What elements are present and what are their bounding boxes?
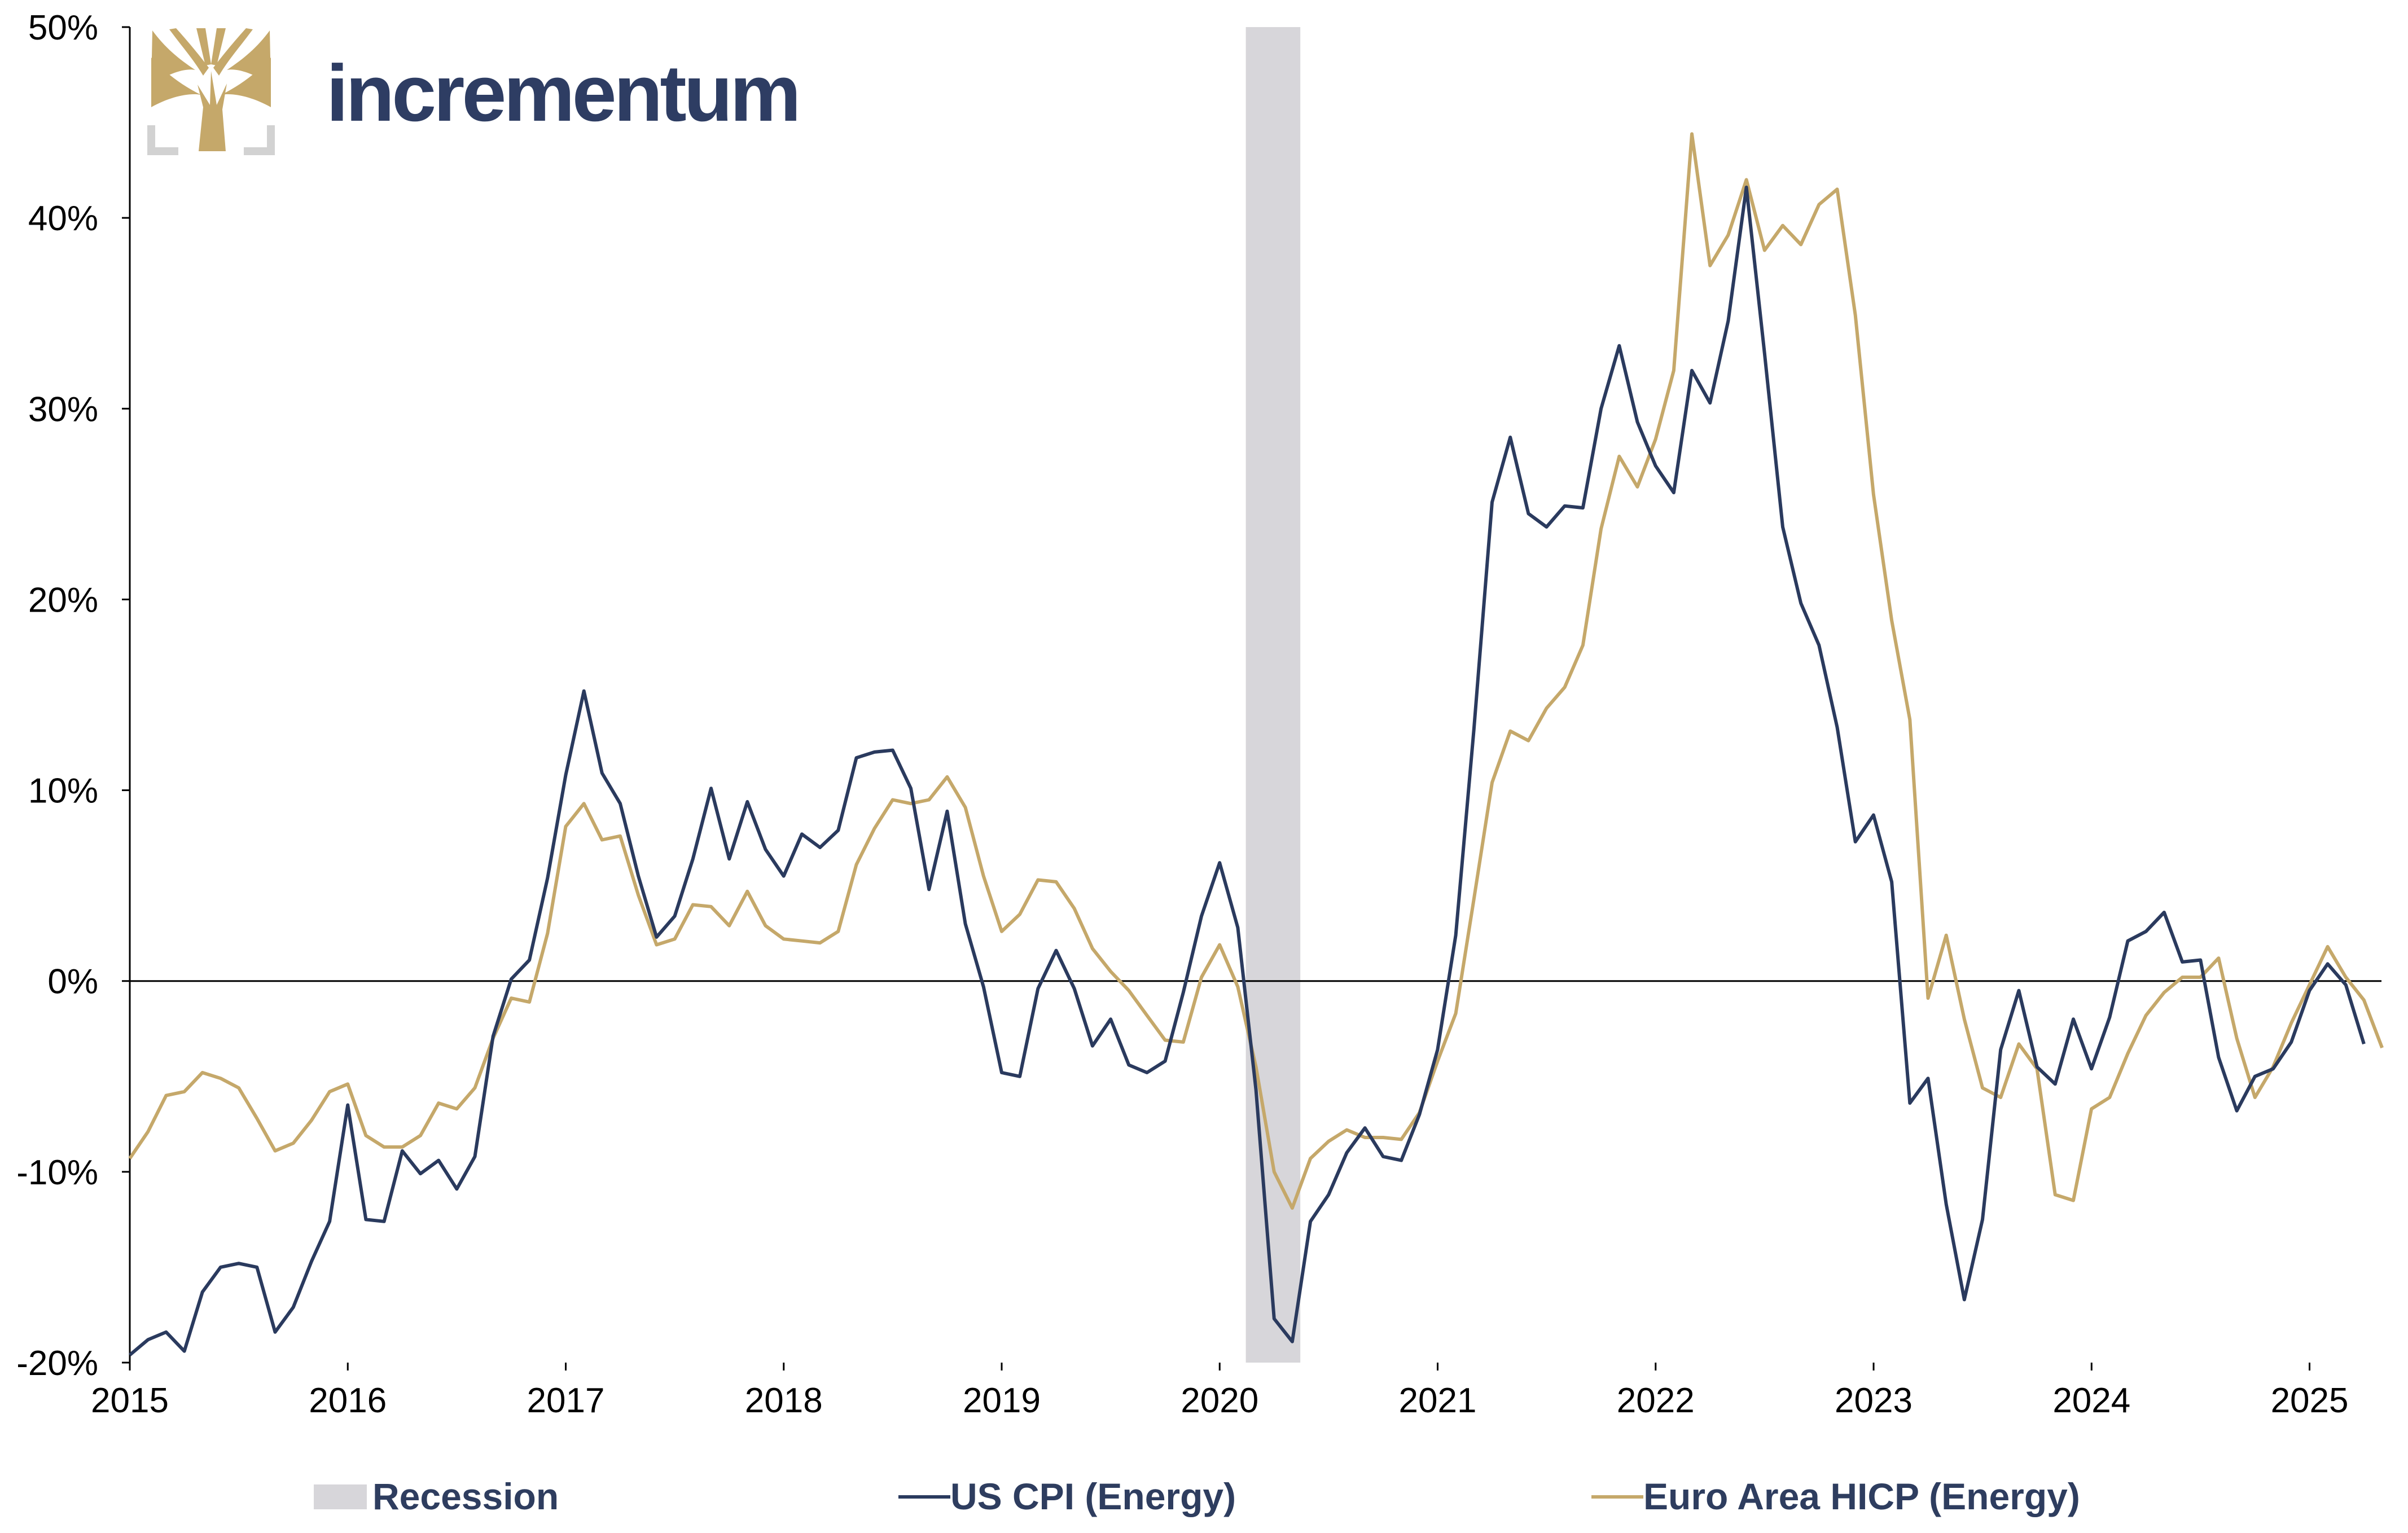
x-tick-label: 2025 bbox=[2271, 1381, 2349, 1420]
y-tick-label: 30% bbox=[28, 390, 98, 429]
y-tick-label: 10% bbox=[28, 772, 98, 811]
x-tick-label: 2024 bbox=[2052, 1381, 2130, 1420]
x-tick-label: 2020 bbox=[1181, 1381, 1258, 1420]
brand-name: incrementum bbox=[326, 49, 799, 138]
x-tick-label: 2018 bbox=[745, 1381, 823, 1420]
recession-band bbox=[1245, 27, 1301, 1363]
tree-icon bbox=[147, 28, 275, 155]
y-tick-label: -20% bbox=[16, 1344, 98, 1383]
y-tick-label: 20% bbox=[28, 581, 98, 620]
x-tick-label: 2021 bbox=[1399, 1381, 1477, 1420]
euro-hicp-energy-line bbox=[128, 132, 2384, 1210]
brand-logo: incrementum bbox=[147, 28, 801, 155]
us-cpi-energy-line bbox=[129, 186, 2366, 1356]
x-tick-label: 2019 bbox=[963, 1381, 1041, 1420]
x-tick-label: 2015 bbox=[91, 1381, 169, 1420]
x-tick-label: 2023 bbox=[1835, 1381, 1913, 1420]
legend-label-euro-hicp: Euro Area HICP (Energy) bbox=[1643, 1475, 2080, 1517]
y-tick-label: -10% bbox=[16, 1153, 98, 1192]
x-tick-label: 2016 bbox=[309, 1381, 387, 1420]
y-tick-label: 50% bbox=[28, 8, 98, 47]
legend-swatch-recession bbox=[314, 1484, 367, 1509]
legend-label-us-cpi: US CPI (Energy) bbox=[950, 1475, 1236, 1517]
x-tick-label: 2022 bbox=[1617, 1381, 1695, 1420]
x-tick-label: 2017 bbox=[527, 1381, 605, 1420]
legend-label-recession: Recession bbox=[372, 1475, 559, 1517]
y-tick-label: 0% bbox=[47, 963, 98, 1001]
y-tick-label: 40% bbox=[28, 199, 98, 238]
